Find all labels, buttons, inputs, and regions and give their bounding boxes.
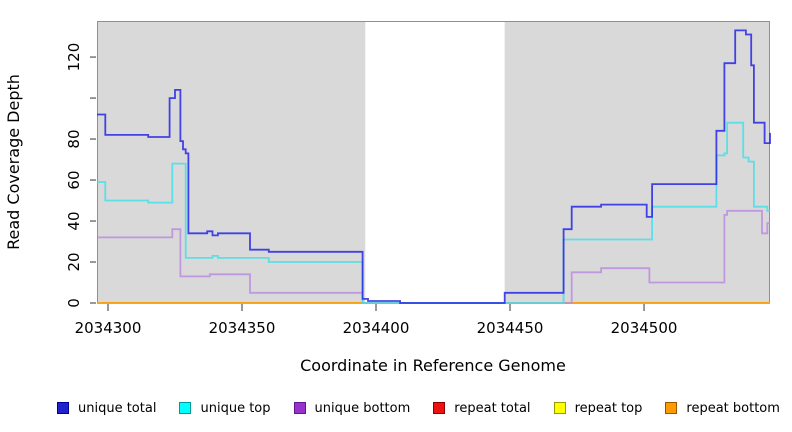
y-tick-label: 40	[65, 211, 83, 230]
legend-swatch-repeat_top-icon	[553, 402, 566, 414]
legend-item-repeat_total: repeat total	[433, 397, 531, 419]
legend-item-repeat_top: repeat top	[553, 397, 643, 419]
series-unique_bottom-line	[97, 209, 770, 304]
legend-label-unique_total: unique total	[78, 400, 157, 416]
y-tick-label: 0	[65, 298, 83, 308]
legend-label-unique_bottom: unique bottom	[314, 400, 411, 416]
legend-label-repeat_total: repeat total	[454, 400, 531, 416]
legend-label-repeat_top: repeat top	[574, 400, 643, 416]
masked-region	[365, 21, 505, 303]
x-tick-label: 2034350	[209, 319, 276, 337]
legend-item-unique_top: unique top	[179, 397, 271, 419]
x-tick-label: 2034500	[611, 319, 678, 337]
series-unique_total-line	[97, 29, 771, 304]
x-tick-label: 2034400	[343, 319, 410, 337]
y-tick-label: 20	[65, 252, 83, 271]
legend-swatch-repeat_total-icon	[433, 402, 446, 414]
legend-item-repeat_bottom: repeat bottom	[665, 397, 780, 419]
legend-item-unique_bottom: unique bottom	[293, 397, 411, 419]
y-tick-label: 120	[65, 43, 83, 72]
legend-swatch-unique_bottom-icon	[293, 402, 306, 414]
legend-swatch-repeat_bottom-icon	[665, 402, 678, 414]
x-tick-label: 2034300	[75, 319, 142, 337]
legend-label-repeat_bottom: repeat bottom	[686, 400, 780, 416]
legend-swatch-unique_total-icon	[57, 402, 69, 414]
legend-swatch-unique_top-icon	[179, 402, 192, 414]
legend-item-unique_total: unique total	[57, 397, 156, 419]
legend: unique total unique top unique bottom repea…	[0, 397, 792, 419]
y-tick-label: 80	[65, 129, 83, 148]
legend-label-unique_top: unique top	[200, 400, 271, 416]
x-tick-label: 2034450	[477, 319, 544, 337]
y-axis-title: Read Coverage Depth	[4, 74, 23, 250]
y-tick-label: 60	[65, 170, 83, 189]
x-axis-title: Coordinate in Reference Genome	[300, 356, 566, 375]
